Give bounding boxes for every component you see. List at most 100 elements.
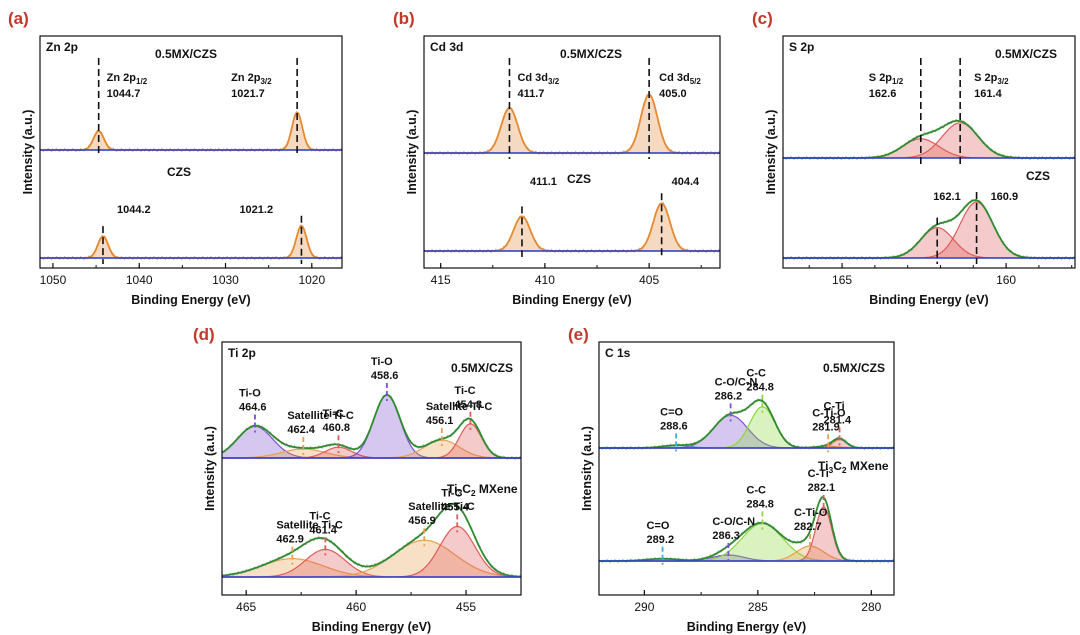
peak-label-text: Satellite Ti-C (276, 520, 342, 532)
x-tick-label: 280 (861, 600, 881, 614)
panel-label: (a) (8, 9, 29, 28)
peak-component-line (424, 107, 720, 154)
x-axis-label: Binding Energy (eV) (512, 293, 631, 307)
peak-value: 281.9 (812, 421, 840, 433)
peak-value: 1021.7 (231, 88, 265, 100)
sample-name-part: C (462, 482, 471, 496)
sample-name-part: 2 (471, 488, 476, 498)
x-tick-label: 1030 (212, 273, 239, 287)
peak-label-text: Zn 2p (231, 72, 261, 84)
peak-label-text: Satellite Ti-C (287, 410, 353, 422)
sample-name: 0.5MX/CZS (155, 47, 217, 61)
peak-label-text: Zn 2p (107, 72, 137, 84)
x-tick-label: 1020 (298, 273, 325, 287)
sample-name: CZS (1026, 169, 1050, 183)
peak-fill (222, 526, 521, 577)
peak-label-text: C-Ti-O (794, 507, 828, 519)
plot-area (599, 398, 894, 564)
peak-value: 411.1 (530, 176, 557, 188)
sample-name: Ti3C2 MXene (447, 482, 518, 498)
panel-title: Cd 3d (430, 40, 463, 54)
peak-fill (599, 406, 894, 448)
peak-label: Cd 3d3/2 (517, 72, 559, 86)
peak-value: 460.8 (323, 422, 351, 434)
peak-fill (783, 138, 1075, 158)
peak-label: C-Ti (808, 468, 829, 480)
peak-fill (783, 122, 1075, 158)
sample-name-part: MXene (476, 482, 518, 496)
x-tick-label: 410 (535, 273, 555, 287)
sample-name: CZS (567, 172, 591, 186)
peak-label-text: Ti-C (441, 487, 462, 499)
x-tick-label: 1050 (40, 273, 67, 287)
peak-value: 455.4 (441, 501, 469, 513)
x-axis-label: Binding Energy (eV) (687, 620, 806, 634)
fit-envelope (222, 394, 521, 459)
peak-label-text: S 2p (974, 72, 998, 84)
peak-fill (783, 202, 1075, 258)
peak-label: Ti-C (309, 510, 330, 522)
peak-value: 456.9 (408, 515, 436, 527)
sample-name-part: 3 (828, 465, 833, 475)
x-tick-label: 460 (346, 600, 366, 614)
peak-value: 1044.7 (107, 88, 141, 100)
peak-label-text: C-Ti (824, 400, 845, 412)
x-tick-label: 1040 (126, 273, 153, 287)
peak-label-text: C-C (746, 485, 766, 497)
peak-fill (40, 225, 342, 258)
peak-label-text: Satellite Ti-C (426, 401, 492, 413)
x-tick-label: 405 (639, 273, 659, 287)
peak-label-text: Ti-C (454, 385, 475, 397)
peak-value: 288.6 (660, 420, 688, 432)
x-tick-label: 165 (832, 273, 852, 287)
peak-value: 281.4 (824, 414, 852, 426)
peak-label-text: C-Ti-O (812, 407, 846, 419)
peak-value: 282.7 (794, 521, 822, 533)
fit-envelope (222, 503, 521, 578)
peak-label-subscript: 3/2 (997, 77, 1009, 86)
panel-title: C 1s (605, 346, 631, 360)
peak-label: Ti-O (371, 356, 393, 368)
raw-spectrum (424, 93, 720, 156)
peak-label-subscript: 3/2 (548, 77, 560, 86)
sample-name-part: 2 (842, 465, 847, 475)
peak-label: Satellite Ti-C (287, 410, 353, 422)
peak-label-text: C-Ti (808, 468, 829, 480)
peak-label: C-Ti (824, 400, 845, 412)
peak-label-text: S 2p (869, 72, 893, 84)
sample-name: CZS (167, 165, 191, 179)
peak-fill (222, 440, 521, 458)
peak-fill (40, 236, 342, 258)
peak-label: C-O/C-N (712, 516, 755, 528)
peak-label: C-Ti-O (794, 507, 828, 519)
x-tick-label: 290 (634, 600, 654, 614)
peak-label: Zn 2p1/2 (107, 72, 148, 86)
peak-value: 289.2 (647, 534, 675, 546)
x-tick-label: 415 (431, 273, 451, 287)
peak-fill (222, 426, 521, 458)
panel-label: (b) (393, 9, 415, 28)
peak-label-text: Ti-O (239, 388, 261, 400)
peak-value: 282.1 (808, 482, 836, 494)
plot-area (40, 110, 342, 261)
x-axis-label: Binding Energy (eV) (869, 293, 988, 307)
peak-value: 1044.2 (117, 204, 151, 216)
sample-name: 0.5MX/CZS (995, 47, 1057, 61)
sample-name: 0.5MX/CZS (823, 361, 885, 375)
peak-label: C=O (647, 520, 670, 532)
peak-label-text: C-C (746, 368, 766, 380)
peak-label: Ti-C (323, 408, 344, 420)
peak-value: 454.8 (454, 399, 482, 411)
y-axis-label: Intensity (a.u.) (405, 110, 419, 195)
peak-label-text: C=O (660, 406, 683, 418)
y-axis-label: Intensity (a.u.) (764, 110, 778, 195)
panel-label: (c) (752, 9, 773, 28)
sample-name-part: MXene (847, 459, 889, 473)
peak-value: 456.1 (426, 415, 454, 427)
peak-label: Cd 3d5/2 (659, 72, 701, 86)
peak-fill (424, 203, 720, 251)
peak-label: Satellite Ti-C (276, 520, 342, 532)
